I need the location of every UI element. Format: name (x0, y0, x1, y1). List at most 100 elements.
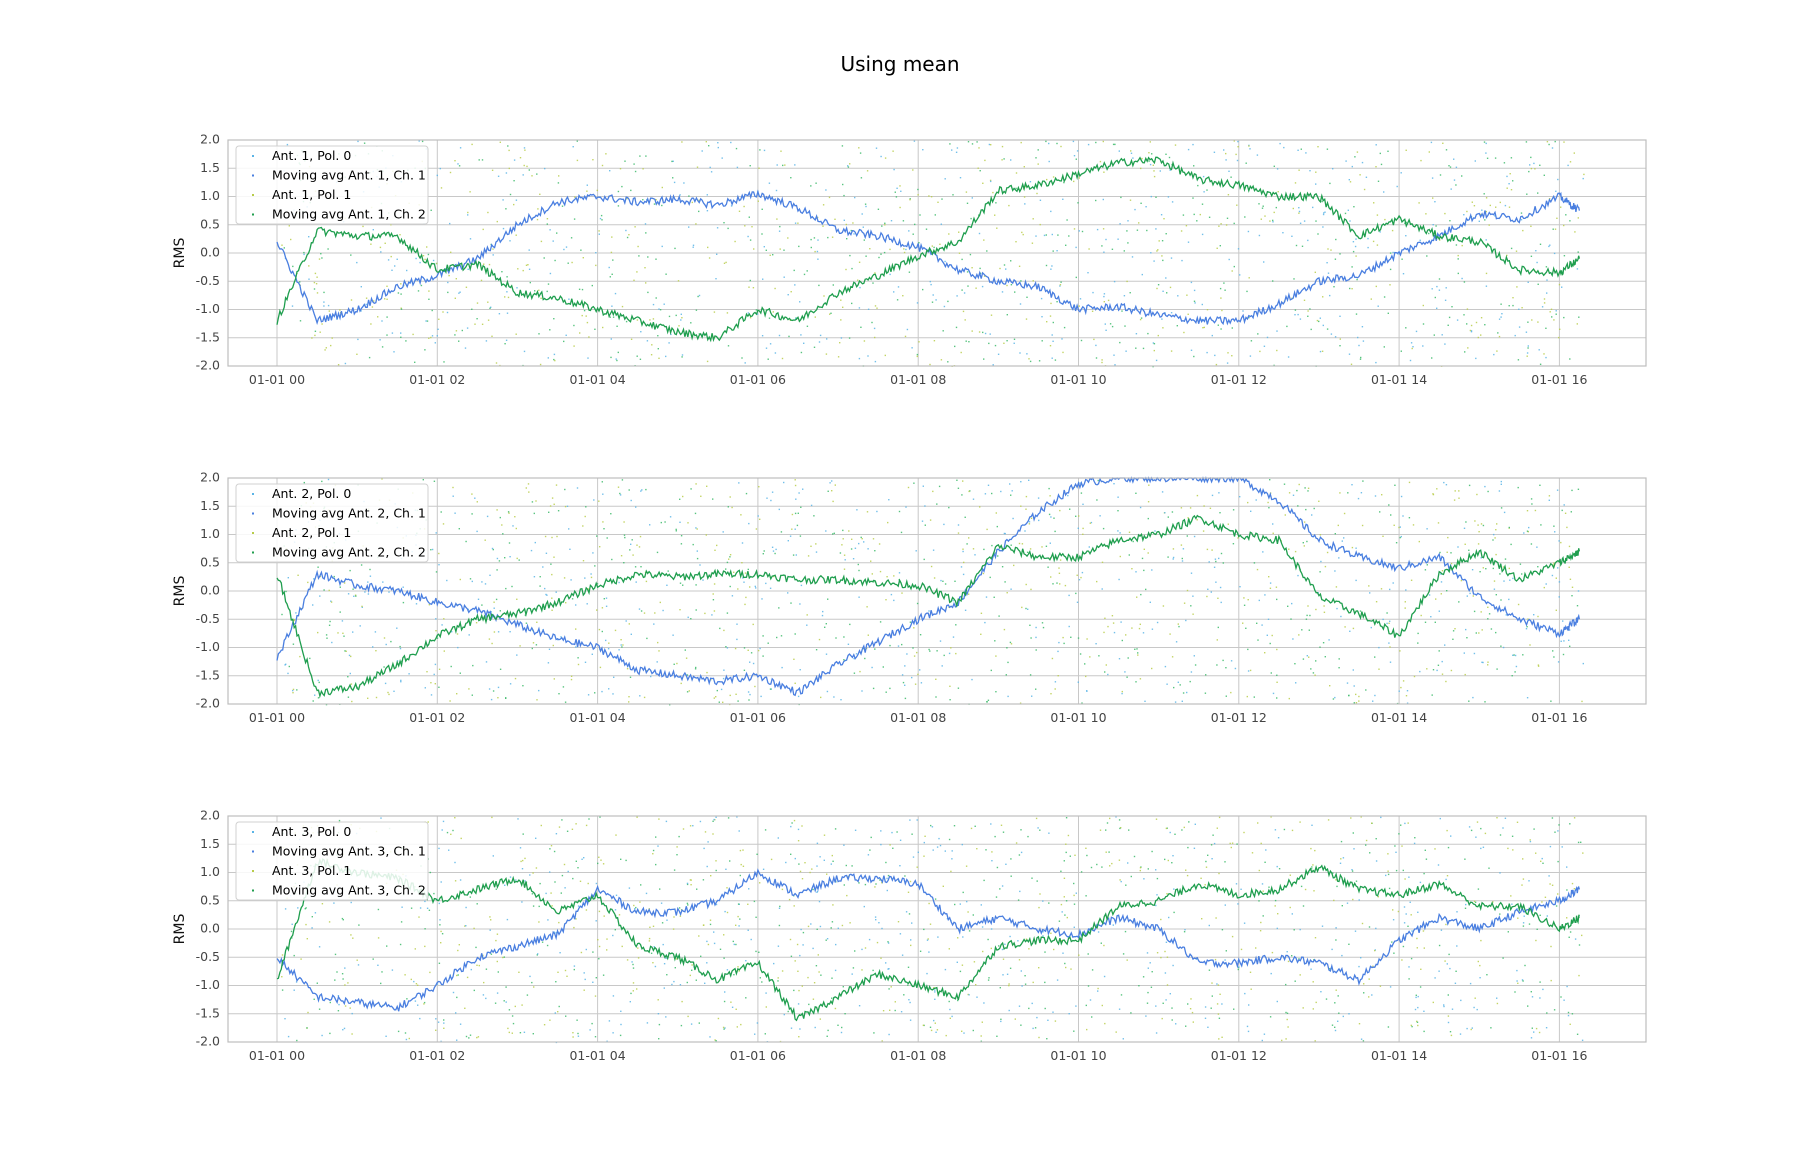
y-axis-label: RMS (172, 576, 188, 607)
y-tick-label: -0.5 (196, 611, 220, 626)
moving-avg-series-2 (276, 156, 1581, 343)
legend-entry: Ant. 1, Pol. 0 (272, 148, 351, 163)
x-tick-label: 01-01 14 (1371, 710, 1427, 725)
y-tick-label: -2.0 (196, 358, 220, 373)
x-tick-label: 01-01 12 (1211, 710, 1267, 725)
legend-entry: Moving avg Ant. 1, Ch. 1 (272, 168, 426, 183)
legend-entry: Moving avg Ant. 2, Ch. 2 (272, 545, 426, 560)
y-tick-label: 0.5 (200, 216, 220, 231)
legend-marker (252, 512, 254, 515)
legend-marker (252, 870, 254, 872)
subplot-ant-3: -2.0 -1.5 -1.0 -0.5 0.0 0.5 1.0 1.5 2.0 01-01 00 0… (0, 796, 1800, 1096)
legend-marker (252, 493, 254, 495)
moving-avg-series-2 (276, 514, 1581, 699)
y-tick-label: 1.5 (200, 498, 220, 513)
y-tick-label: -1.5 (196, 329, 220, 344)
x-tick-label: 01-01 14 (1371, 372, 1427, 387)
chart-ant-2: -2.0 -1.5 -1.0 -0.5 0.0 0.5 1.0 1.5 2.0 01-01 00 0… (172, 470, 1647, 725)
y-tick-label: -2.0 (196, 1034, 220, 1049)
y-tick-label: -0.5 (196, 273, 220, 288)
y-tick-label: 2.0 (200, 132, 220, 147)
x-tick-label: 01-01 10 (1050, 710, 1106, 725)
legend-entry: Ant. 3, Pol. 1 (272, 863, 351, 878)
moving-avg-series-1 (276, 476, 1581, 697)
chart-ant-3: -2.0 -1.5 -1.0 -0.5 0.0 0.5 1.0 1.5 2.0 01-01 00 0… (172, 808, 1647, 1063)
y-tick-label: -2.0 (196, 696, 220, 711)
x-tick-label: 01-01 06 (730, 1048, 786, 1063)
legend-marker (252, 155, 254, 157)
legend-marker (252, 551, 254, 554)
x-tick-label: 01-01 12 (1211, 1048, 1267, 1063)
x-tick-label: 01-01 06 (730, 372, 786, 387)
moving-avg-series-2 (276, 857, 1580, 1022)
legend-marker (252, 213, 254, 216)
x-tick-label: 01-01 16 (1531, 372, 1587, 387)
legend: Ant. 3, Pol. 0 Moving avg Ant. 3, Ch. 1 An… (235, 821, 429, 901)
axes-frame (227, 815, 1647, 1043)
figure-title: Using mean (840, 52, 960, 76)
y-tick-label: 0.0 (200, 583, 220, 598)
legend-marker (252, 532, 254, 534)
axes-frame (227, 477, 1647, 705)
raw-sample-dots (281, 816, 1584, 1044)
x-tick-label: 01-01 14 (1371, 1048, 1427, 1063)
y-tick-label: 1.0 (200, 188, 220, 203)
subplot-ant-1: -2.0 -1.5 -1.0 -0.5 0.0 0.5 1.0 1.5 2.0 01-01 00 0… (0, 120, 1800, 420)
legend-entry: Moving avg Ant. 1, Ch. 2 (272, 207, 426, 222)
x-tick-label: 01-01 08 (890, 372, 946, 387)
x-tick-label: 01-01 00 (249, 372, 305, 387)
x-tick-label: 01-01 10 (1050, 1048, 1106, 1063)
legend: Ant. 2, Pol. 0 Moving avg Ant. 2, Ch. 1 An… (235, 483, 429, 563)
y-tick-label: 1.5 (200, 160, 220, 175)
y-tick-label: 2.0 (200, 470, 220, 485)
y-tick-label: -1.5 (196, 1005, 220, 1020)
legend-entry: Moving avg Ant. 3, Ch. 2 (272, 883, 426, 898)
raw-sample-dots (281, 478, 1584, 706)
moving-avg-series-1 (276, 868, 1581, 1012)
x-tick-label: 01-01 10 (1050, 372, 1106, 387)
y-tick-label: 1.0 (200, 526, 220, 541)
y-tick-label: -0.5 (196, 949, 220, 964)
x-tick-label: 01-01 06 (730, 710, 786, 725)
axes-frame (227, 139, 1647, 367)
x-tick-label: 01-01 12 (1211, 372, 1267, 387)
raw-sample-dots (281, 140, 1585, 368)
x-tick-label: 01-01 00 (249, 710, 305, 725)
y-tick-label: -1.0 (196, 639, 220, 654)
legend-entry: Ant. 3, Pol. 0 (272, 824, 351, 839)
y-tick-label: 1.5 (200, 836, 220, 851)
x-tick-label: 01-01 00 (249, 1048, 305, 1063)
chart-ant-1: -2.0 -1.5 -1.0 -0.5 0.0 0.5 1.0 1.5 2.0 01-01 00 0… (172, 132, 1647, 387)
y-tick-label: -1.0 (196, 977, 220, 992)
y-tick-label: -1.5 (196, 667, 220, 682)
x-tick-label: 01-01 02 (409, 710, 465, 725)
x-tick-label: 01-01 08 (890, 1048, 946, 1063)
y-tick-label: 0.0 (200, 245, 220, 260)
legend-marker (252, 831, 254, 833)
x-tick-label: 01-01 16 (1531, 1048, 1587, 1063)
x-tick-label: 01-01 16 (1531, 710, 1587, 725)
legend-entry: Ant. 1, Pol. 1 (272, 187, 351, 202)
y-axis-label: RMS (172, 914, 188, 945)
subplot-ant-2: -2.0 -1.5 -1.0 -0.5 0.0 0.5 1.0 1.5 2.0 01-01 00 0… (0, 458, 1800, 758)
y-tick-label: -1.0 (196, 301, 220, 316)
legend-entry: Ant. 2, Pol. 1 (272, 525, 351, 540)
legend-entry: Moving avg Ant. 3, Ch. 1 (272, 844, 426, 859)
x-tick-label: 01-01 04 (569, 372, 625, 387)
y-axis-label: RMS (172, 238, 188, 269)
moving-avg-series-1 (276, 189, 1581, 326)
x-tick-label: 01-01 02 (409, 372, 465, 387)
x-tick-label: 01-01 02 (409, 1048, 465, 1063)
y-tick-label: 1.0 (200, 864, 220, 879)
legend-marker (252, 194, 254, 196)
legend-entry: Moving avg Ant. 2, Ch. 1 (272, 506, 426, 521)
x-tick-label: 01-01 04 (569, 710, 625, 725)
legend-entry: Ant. 2, Pol. 0 (272, 486, 351, 501)
x-tick-label: 01-01 04 (569, 1048, 625, 1063)
y-tick-label: 2.0 (200, 808, 220, 823)
x-tick-label: 01-01 08 (890, 710, 946, 725)
legend-marker (252, 174, 254, 177)
y-tick-label: 0.5 (200, 892, 220, 907)
legend-marker (252, 850, 254, 853)
y-tick-label: 0.5 (200, 554, 220, 569)
